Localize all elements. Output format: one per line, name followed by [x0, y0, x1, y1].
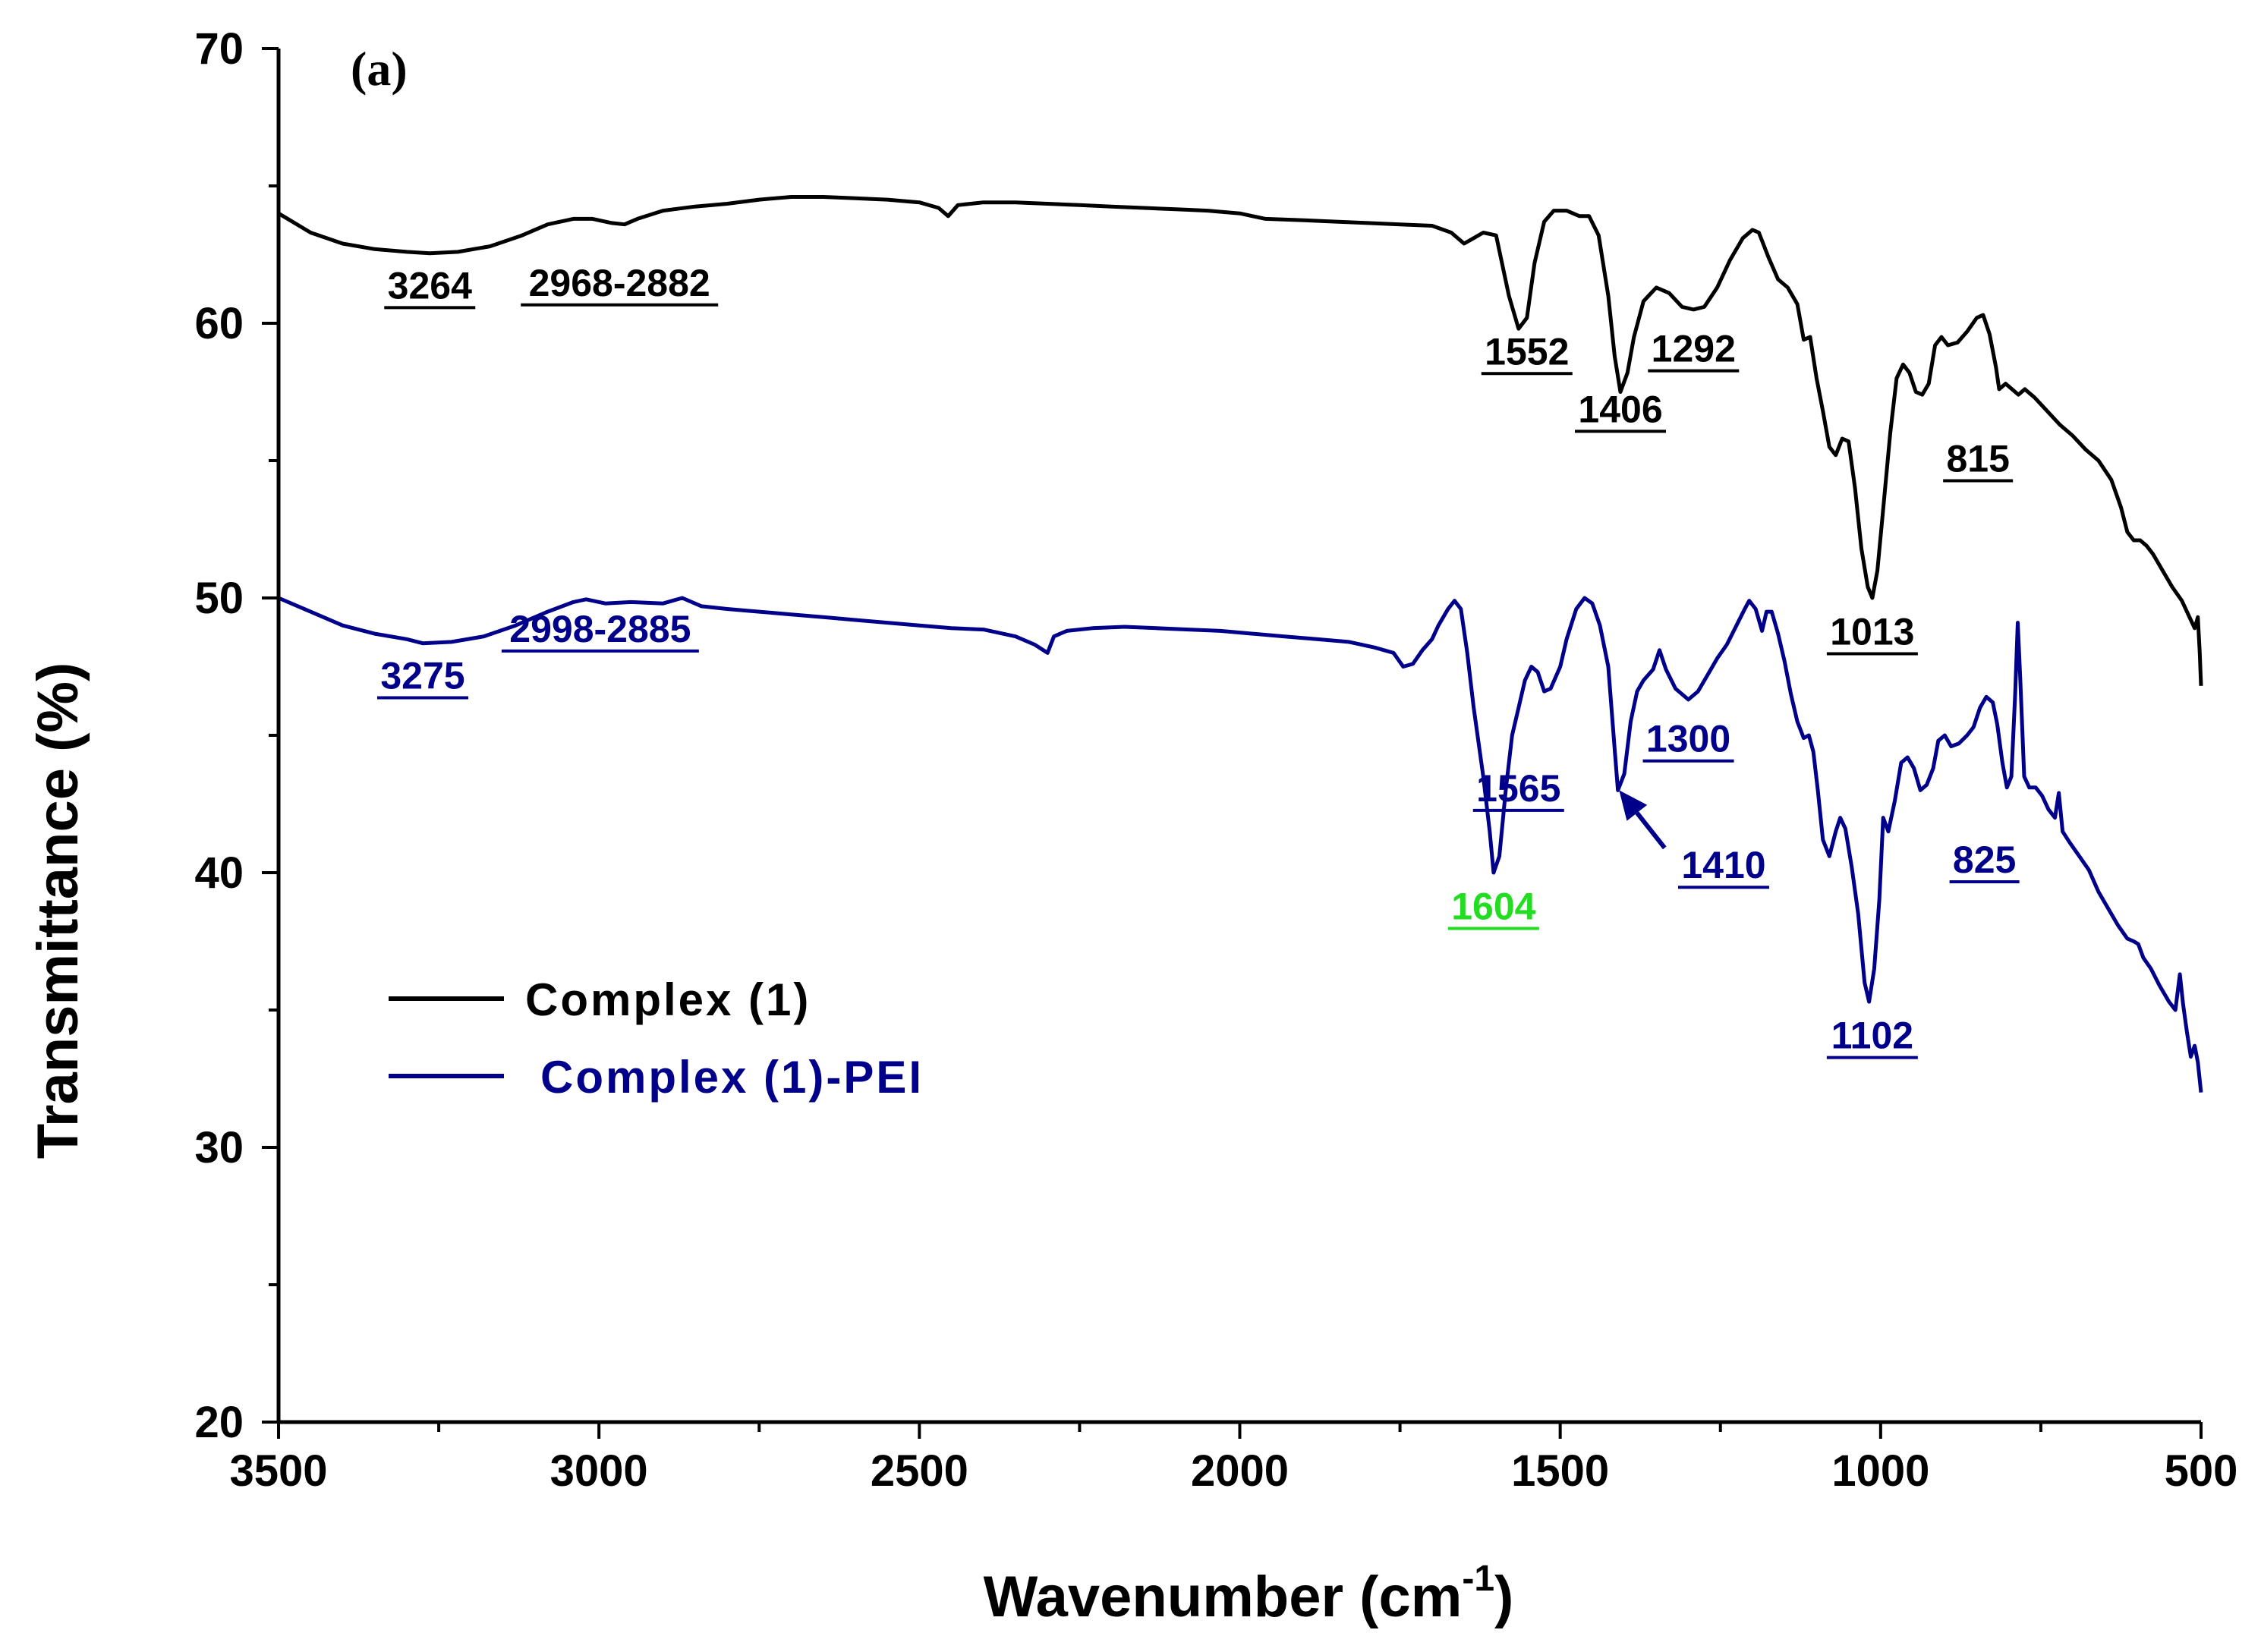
legend: Complex (1) Complex (1)-PEI — [389, 974, 924, 1103]
y-tick-label: 20 — [194, 1398, 244, 1447]
x-tick-label: 2500 — [871, 1446, 968, 1496]
peak-label: 1604 — [1451, 886, 1535, 928]
legend-label-complex1-pei: Complex (1)-PEI — [540, 1052, 924, 1103]
peak-arrow-head — [1619, 790, 1648, 821]
x-axis-title-superscript: -1 — [1462, 1559, 1494, 1599]
y-tick-label: 60 — [194, 299, 244, 348]
peak-label: 1552 — [1485, 330, 1569, 373]
y-tick-label: 40 — [194, 848, 244, 898]
peak-label: 825 — [1953, 839, 2016, 881]
y-tick-label: 50 — [194, 574, 244, 623]
x-axis-title: Wavenumber (cm-1) — [984, 1559, 1514, 1629]
peak-label: 1292 — [1652, 328, 1736, 370]
y-tick-label: 30 — [194, 1123, 244, 1172]
legend-label-complex1: Complex (1) — [525, 974, 811, 1025]
axes — [262, 47, 2203, 1439]
peak-label: 1300 — [1646, 718, 1730, 760]
y-axis-title: Transmittance (%) — [26, 662, 90, 1160]
tick-labels: 20 30 40 50 60 70 3500 3000 2500 2000 1500 1000 500 — [194, 24, 2237, 1496]
peak-label: 2998-2885 — [509, 608, 691, 650]
x-axis-title-main: Wavenumber (cm — [984, 1565, 1463, 1629]
x-tick-label: 3500 — [229, 1446, 327, 1496]
x-tick-label: 2000 — [1191, 1446, 1289, 1496]
peak-label: 2968-2882 — [529, 262, 710, 304]
peak-label: 1565 — [1476, 767, 1560, 810]
panel-label: (a) — [351, 42, 408, 96]
x-tick-label: 3000 — [550, 1446, 648, 1496]
series-line-complex1-pei — [278, 596, 2203, 1093]
peak-label: 3275 — [380, 654, 464, 697]
peak-label: 1013 — [1830, 611, 1914, 653]
peak-label: 1102 — [1831, 1015, 1913, 1057]
series-layer — [277, 195, 2203, 1093]
peak-label: 815 — [1946, 437, 2009, 480]
y-tick-label: 70 — [194, 24, 244, 74]
x-tick-label: 1000 — [1831, 1446, 1929, 1496]
series-line-complex1 — [277, 195, 2203, 686]
x-tick-label: 1500 — [1511, 1446, 1609, 1496]
peak-label: 1406 — [1578, 388, 1662, 430]
x-axis-title-end: ) — [1494, 1565, 1513, 1629]
peak-label: 1410 — [1681, 844, 1765, 886]
peak-label: 3264 — [388, 264, 472, 307]
x-tick-label: 500 — [2165, 1446, 2238, 1496]
peak-arrow-shaft — [1635, 811, 1667, 850]
